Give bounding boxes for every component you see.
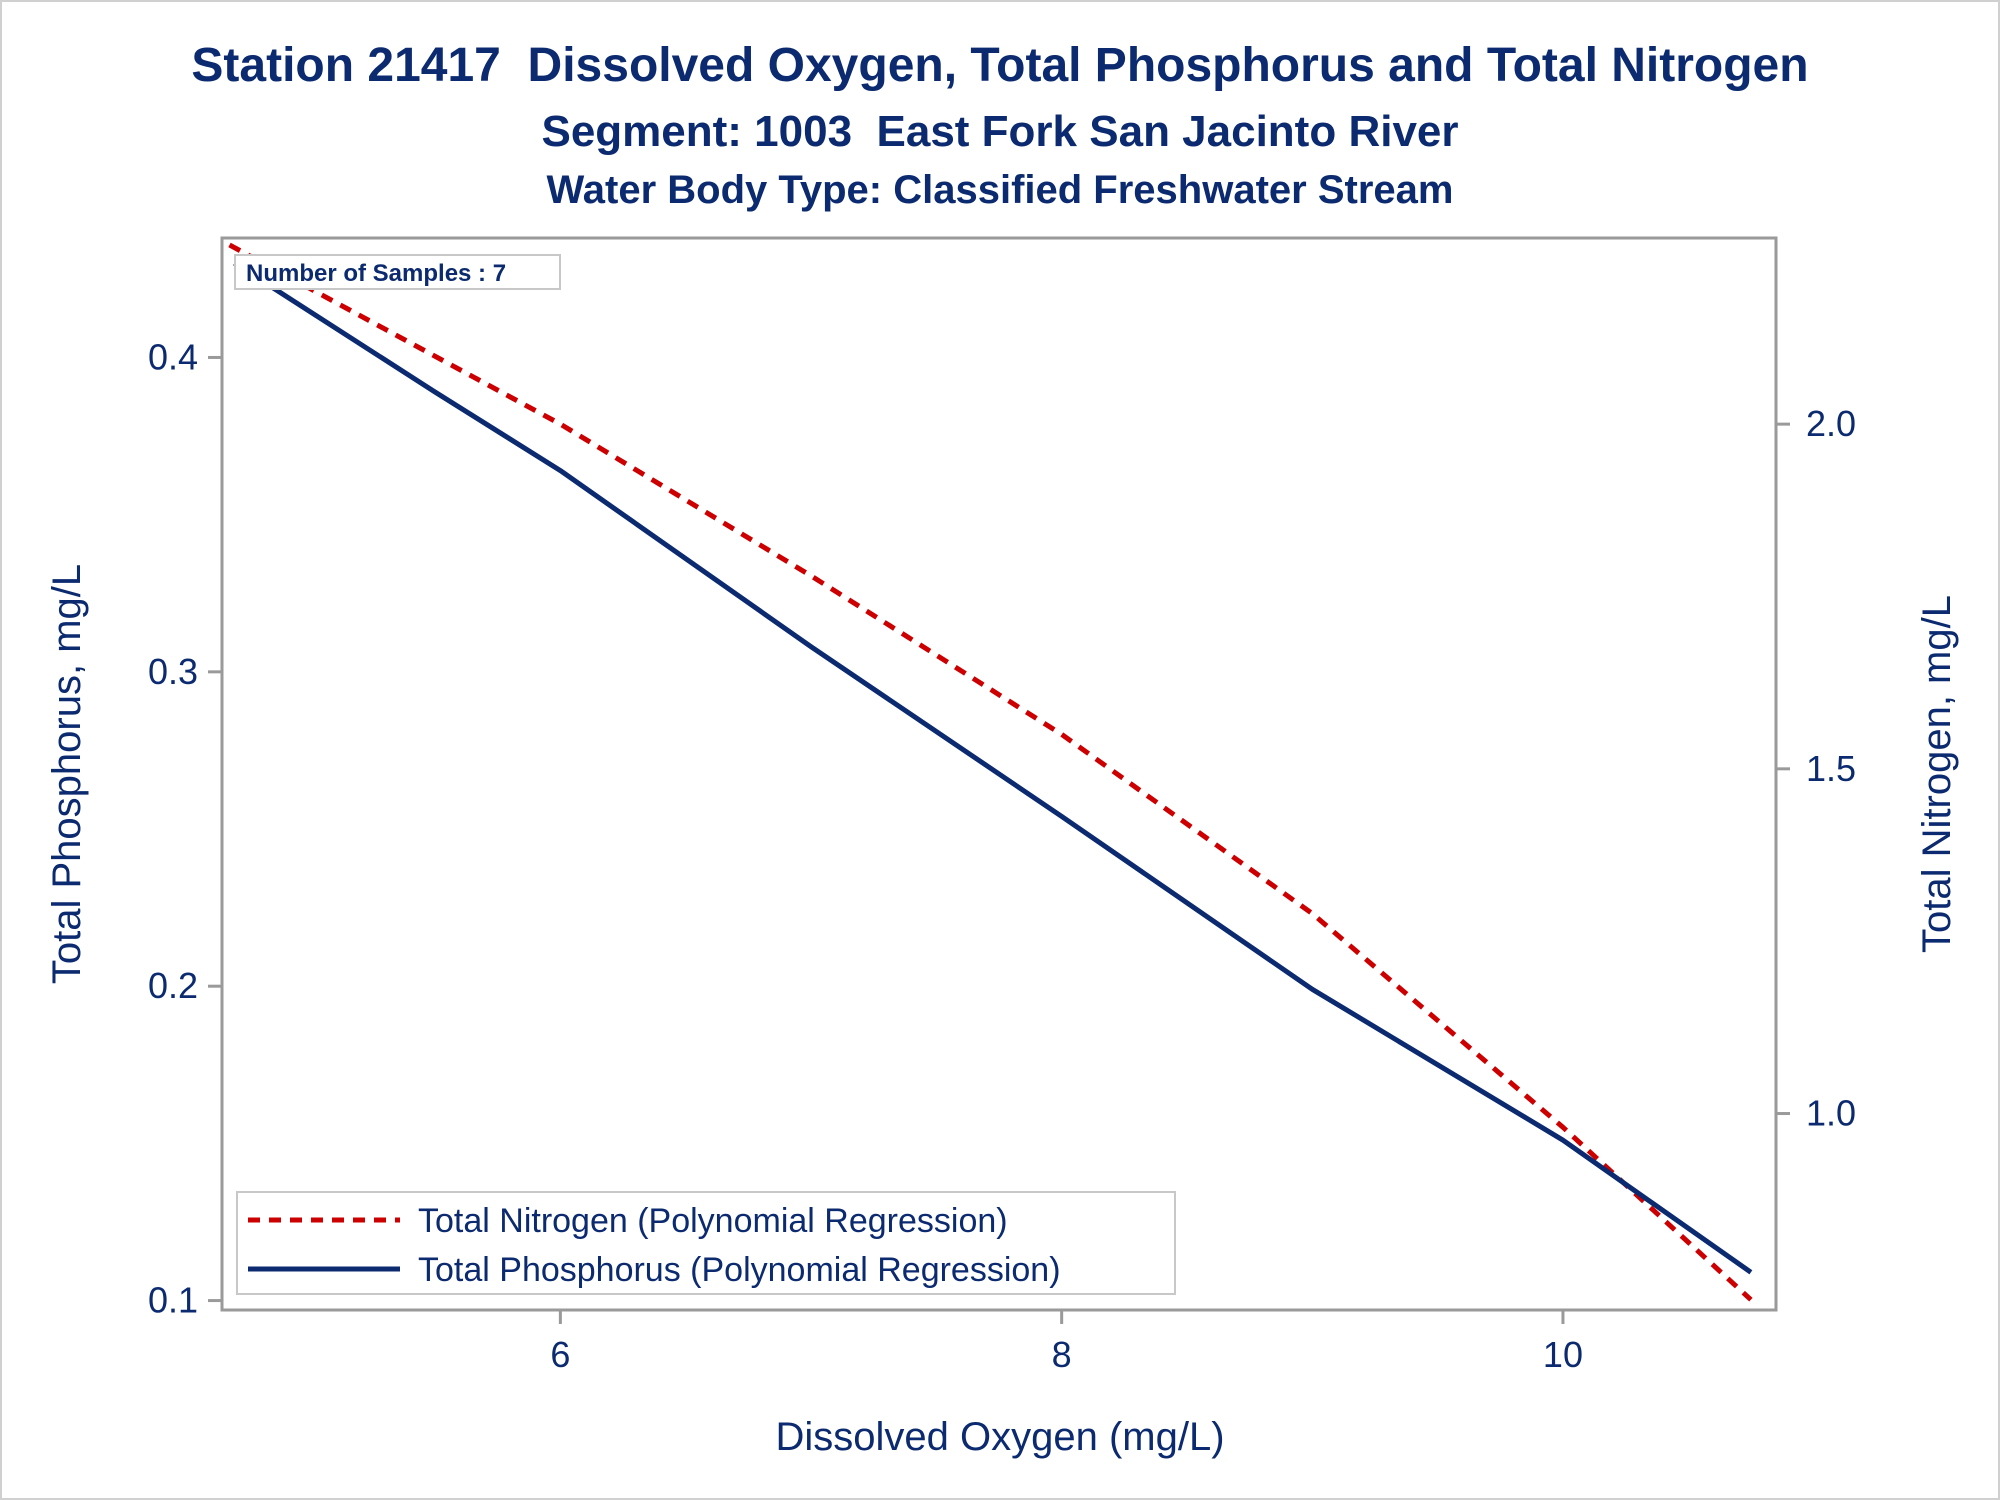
x-tick-label: 8 [1052,1334,1072,1375]
annotation-text: Number of Samples : 7 [246,260,506,287]
y-tick-label: 0.1 [148,1280,198,1321]
series-line-phosphorus [233,260,1753,1275]
y2-tick-label: 1.5 [1806,748,1856,789]
y-axis-label: Total Phosphorus, mg/L [45,564,89,984]
y2-axis-label: Total Nitrogen, mg/L [1915,595,1959,953]
y-tick-label: 0.2 [148,965,198,1006]
legend-label-nitrogen: Total Nitrogen (Polynomial Regression) [418,1202,1008,1240]
y-tick-label: 0.3 [148,651,198,692]
series-line-nitrogen [228,242,1753,1302]
legend: Total Nitrogen (Polynomial Regression) T… [236,1191,1176,1295]
chart-subtitle: Segment: 1003 East Fork San Jacinto Rive… [541,107,1459,156]
plot-area [220,236,1778,1312]
x-axis-label: Dissolved Oxygen (mg/L) [775,1415,1224,1459]
sample-count-annotation: Number of Samples : 7 [234,254,561,290]
x-axis: 6 8 10 [550,1310,1583,1375]
chart-title: Station 21417 Dissolved Oxygen, Total Ph… [191,39,1809,92]
y-tick-label: 0.4 [148,336,198,377]
y2-tick-label: 2.0 [1806,403,1856,444]
chart-subtitle-2: Water Body Type: Classified Freshwater S… [546,168,1454,212]
legend-box [236,1191,1176,1295]
y-axis-right: 1.0 1.5 2.0 [1776,403,1856,1134]
series-layer [228,242,1753,1302]
legend-label-phosphorus: Total Phosphorus (Polynomial Regression) [418,1251,1061,1289]
x-tick-label: 6 [550,1334,570,1375]
x-tick-label: 10 [1543,1334,1583,1375]
y-axis-left: 0.1 0.2 0.3 0.4 [148,336,222,1321]
annotation-box [234,254,561,290]
y2-tick-label: 1.0 [1806,1093,1856,1134]
